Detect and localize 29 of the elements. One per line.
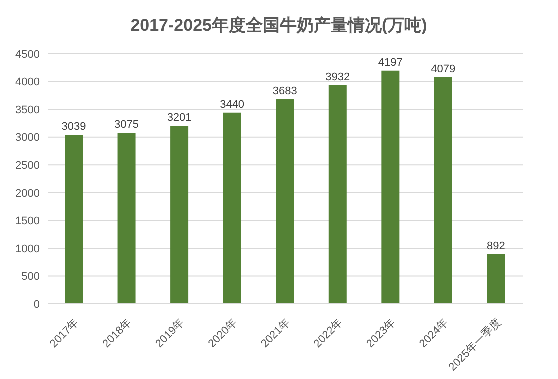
data-label: 3039 [62,121,86,134]
bar [223,112,242,304]
bar [118,133,136,304]
bar [170,126,189,304]
data-label: 3075 [114,119,140,132]
bar [382,70,400,304]
bar [65,135,83,304]
bar [276,99,294,304]
y-tick-label: 1000 [16,243,40,256]
bar [487,254,506,304]
data-label: 892 [487,240,506,252]
data-label: 3932 [326,72,350,84]
bar [328,86,347,304]
data-label: 3440 [220,98,245,111]
y-tick-label: 500 [22,271,40,284]
data-label: 4197 [378,56,403,69]
chart-title: 2017-2025年度全国牛奶产量情况(万吨) [130,15,428,37]
y-tick-label: 0 [34,298,40,311]
y-tick-label: 3500 [16,104,40,116]
data-label: 4079 [431,63,456,76]
data-label: 3201 [167,112,192,124]
y-tick-label: 1500 [16,216,40,228]
y-tick-label: 2500 [16,160,40,172]
y-tick-label: 4000 [16,76,40,89]
y-tick-label: 4500 [16,48,40,61]
y-tick-label: 3000 [16,132,40,144]
bar [434,77,452,304]
y-tick-label: 2000 [16,188,40,200]
data-label: 3683 [272,85,298,98]
